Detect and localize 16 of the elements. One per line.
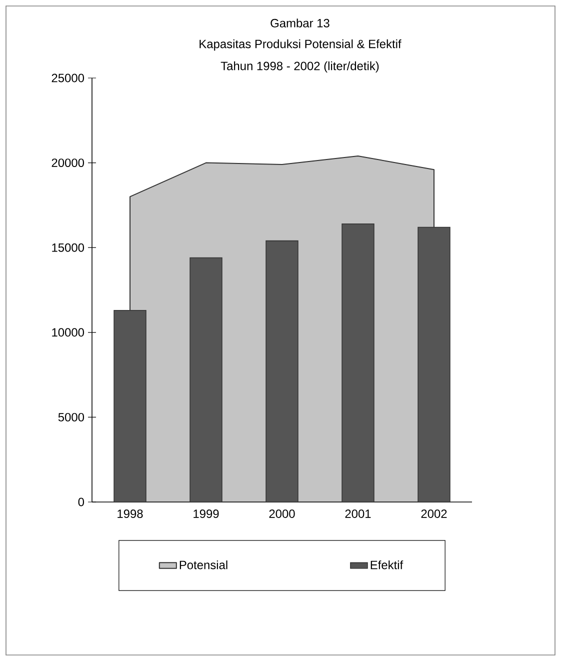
y-tick-label: 15000 xyxy=(52,243,84,252)
x-tick-label: 2002 xyxy=(421,510,447,518)
y-tick-label: 0 xyxy=(78,498,84,506)
y-tick-label: 25000 xyxy=(52,74,84,82)
text: Gambar 13 xyxy=(270,18,330,28)
legend-label: Efektif xyxy=(370,560,404,570)
x-tick-label: 1999 xyxy=(194,510,219,518)
chart-title: Kapasitas Produksi Potensial & Efektif xyxy=(200,39,402,51)
y-tick-label: 10000 xyxy=(52,328,84,337)
x-tick-label: 2001 xyxy=(345,510,371,518)
x-tick-label: 1998 xyxy=(118,510,143,518)
legend-label: Potensial xyxy=(180,560,228,570)
x-tick-label: 2000 xyxy=(269,510,295,518)
y-tick-label: 5000 xyxy=(58,412,84,422)
chart-subtitle: Tahun 1998 - 2002 (liter/detik) xyxy=(220,61,379,73)
y-tick-label: 20000 xyxy=(52,158,84,168)
